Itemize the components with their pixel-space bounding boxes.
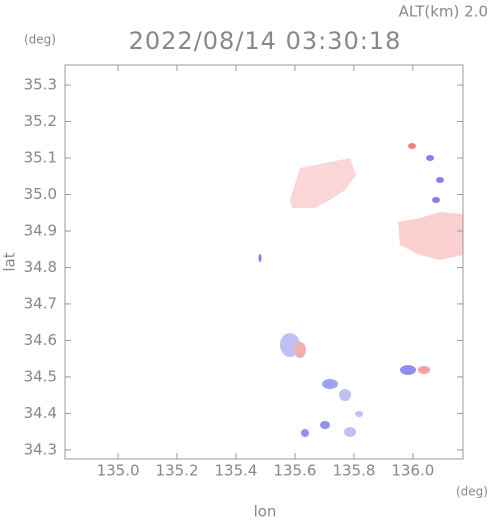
y-tick-label: 34.7 xyxy=(24,294,57,312)
radar-echoes xyxy=(258,143,463,437)
x-tick-label: 135.4 xyxy=(215,462,258,480)
y-axis-label: lat xyxy=(1,252,19,271)
x-unit: (deg) xyxy=(456,485,488,499)
x-axis-label: lon xyxy=(254,503,277,521)
y-tick-label: 35.0 xyxy=(24,185,57,203)
x-tick-label: 135.2 xyxy=(156,462,199,480)
x-tick-label: 135.0 xyxy=(97,462,140,480)
chart-title: 2022/08/14 03:30:18 xyxy=(129,27,402,55)
altitude-label: ALT(km) 2.0 xyxy=(399,3,488,21)
y-tick-label: 34.4 xyxy=(24,404,57,422)
plot-frame xyxy=(64,64,464,460)
x-tick-label: 135.8 xyxy=(332,462,375,480)
y-unit: (deg) xyxy=(24,33,56,47)
y-tick-label: 35.2 xyxy=(24,112,57,130)
x-tick-label: 135.6 xyxy=(273,462,316,480)
y-tick-label: 34.5 xyxy=(24,367,57,385)
y-tick-label: 35.3 xyxy=(24,76,57,94)
y-tick-label: 34.3 xyxy=(24,440,57,458)
y-tick-label: 34.6 xyxy=(24,331,57,349)
y-tick-label: 34.9 xyxy=(24,221,57,239)
y-tick-label: 34.8 xyxy=(24,258,57,276)
x-tick-label: 136.0 xyxy=(391,462,434,480)
y-tick-label: 35.1 xyxy=(24,149,57,167)
